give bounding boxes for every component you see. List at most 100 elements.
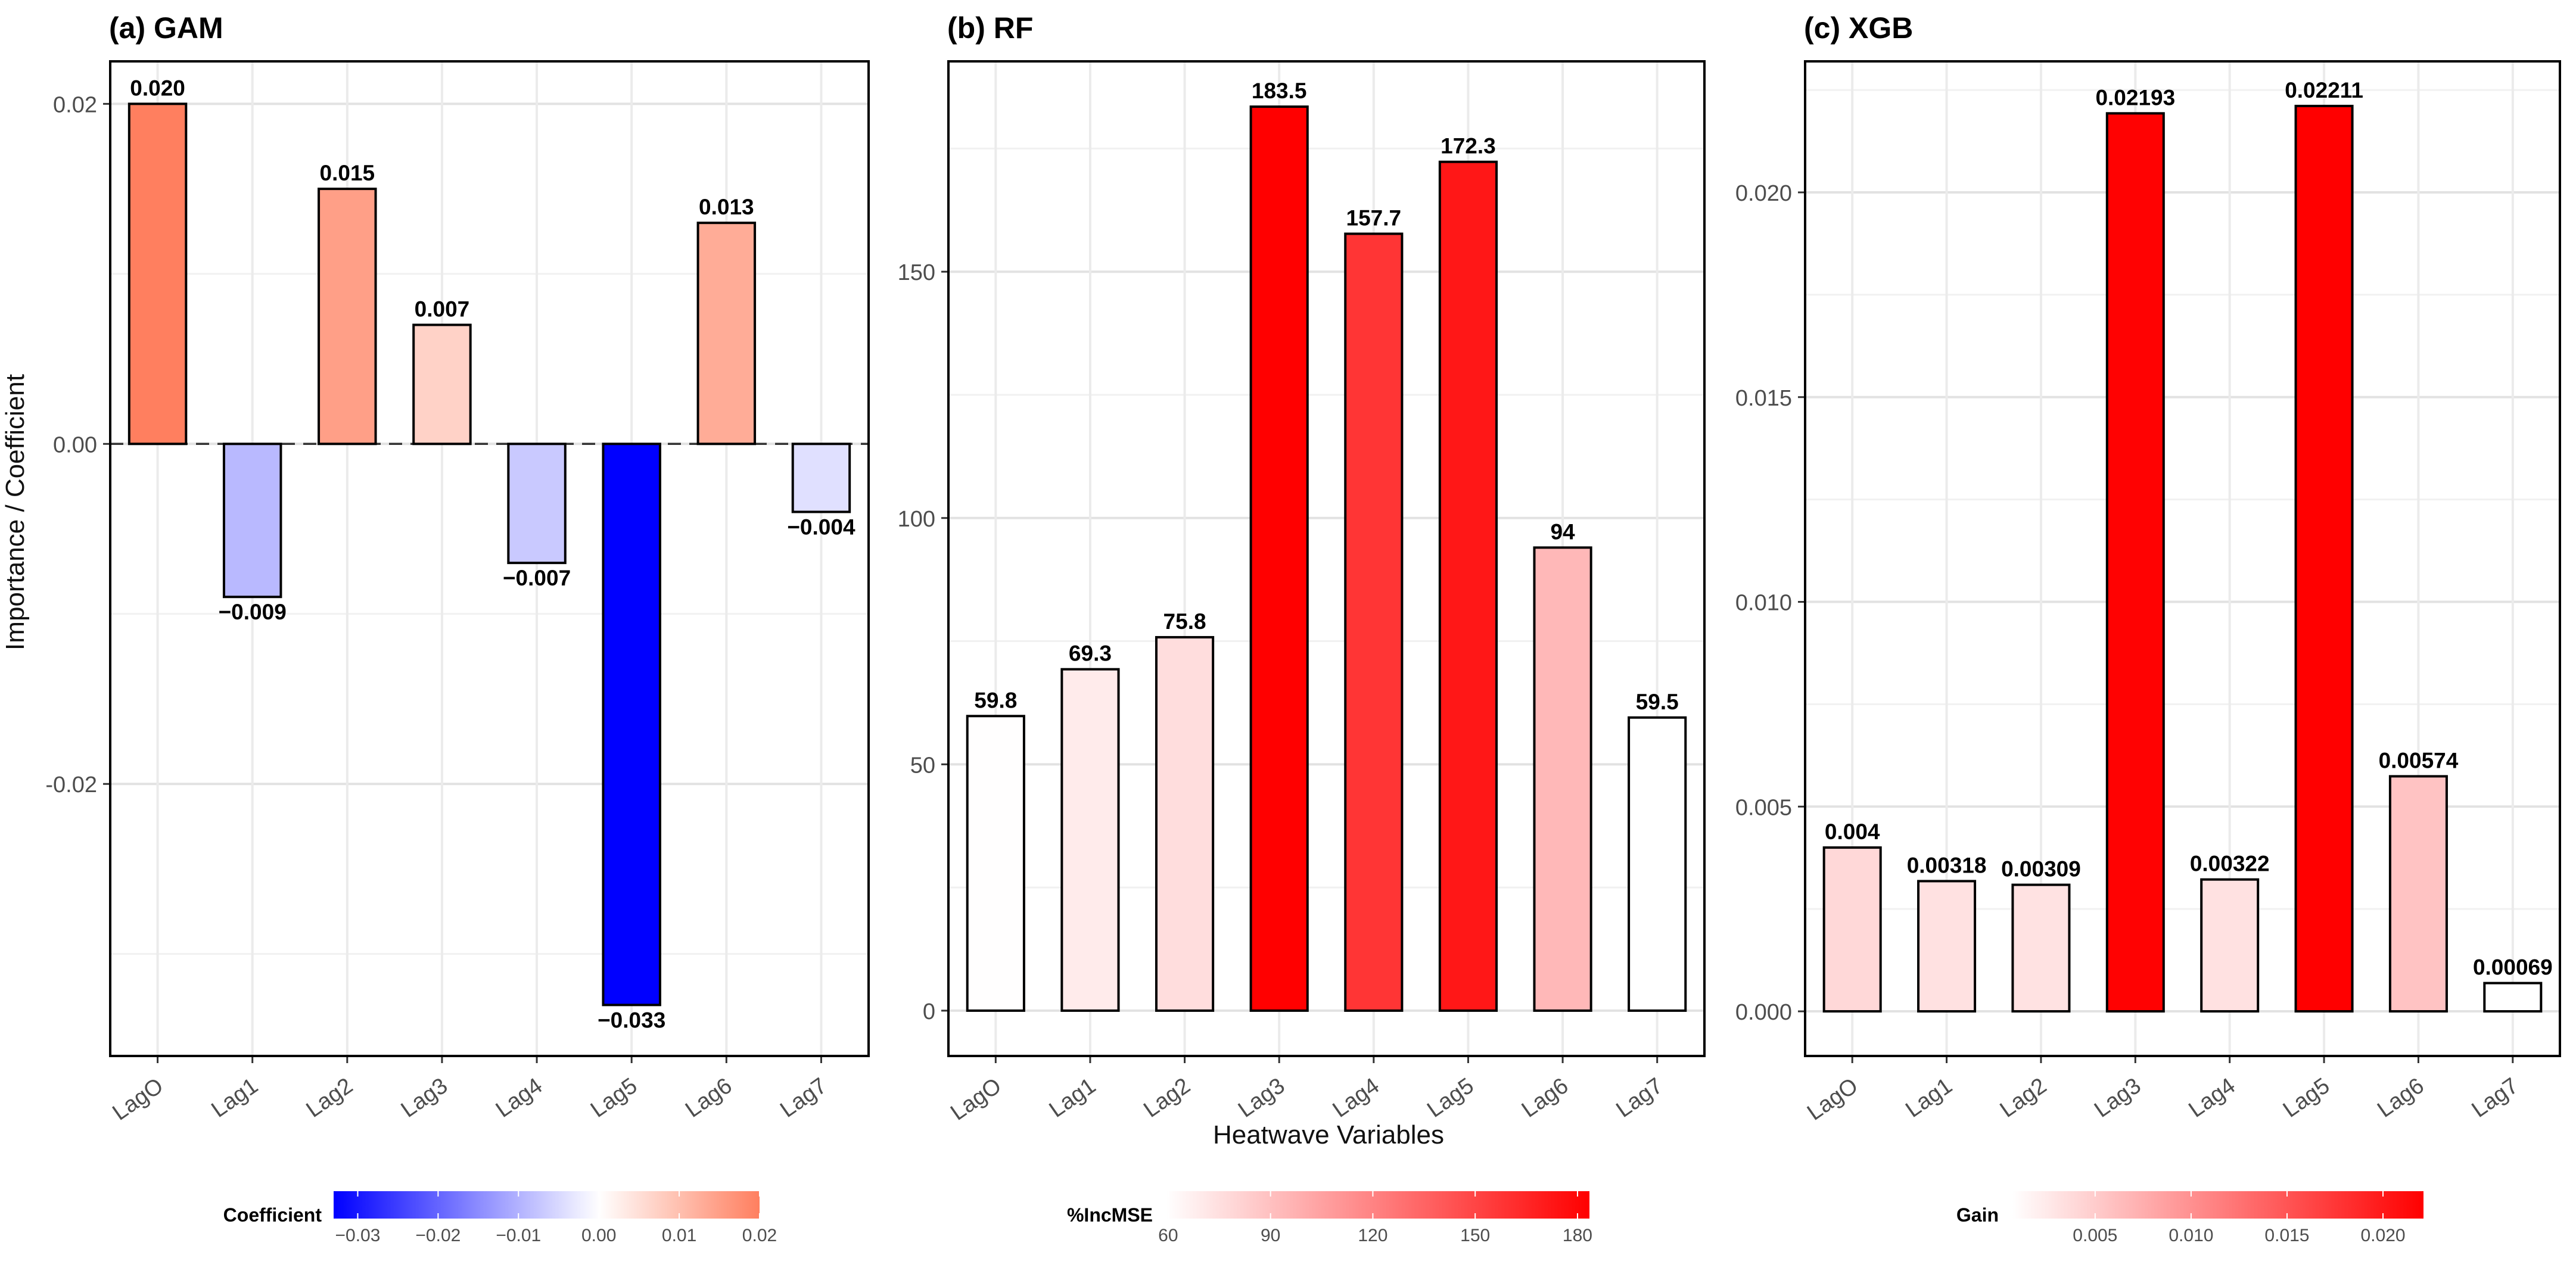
bar-lag1 (1917, 880, 1977, 1013)
data-label: 94 (1550, 519, 1575, 544)
data-label: 0.00574 (2379, 748, 2459, 772)
bar-lag7 (1628, 716, 1687, 1012)
data-label: 0.00322 (2190, 852, 2270, 876)
panel-title: (b) RF (947, 11, 1033, 45)
bar-lago (1822, 846, 1882, 1013)
bar-lag5 (2294, 104, 2354, 1013)
colorbar (334, 1191, 760, 1219)
x-tick-label: Lag3 (2090, 1073, 2145, 1123)
y-tick-label: -0.02 (45, 772, 97, 797)
x-tick-label: Lag7 (1612, 1073, 1667, 1123)
bar-lag4 (507, 443, 567, 565)
data-label: 0.015 (320, 161, 375, 185)
data-label: 0.02211 (2285, 78, 2363, 102)
x-tick-label: Lag2 (1139, 1073, 1194, 1123)
panel-title: (c) XGB (1804, 11, 1913, 45)
legend-tick-label: 120 (1358, 1226, 1387, 1245)
legend-tick-label: 90 (1261, 1226, 1280, 1245)
y-tick-label: 0.005 (1735, 795, 1792, 820)
bar-lag2 (318, 188, 377, 445)
legend-tick-label: 0.02 (742, 1226, 777, 1245)
y-tick-label: 150 (898, 260, 935, 285)
x-tick-label: Lag7 (2468, 1073, 2523, 1123)
bar-lago (127, 102, 188, 445)
data-label: 0.02193 (2095, 85, 2175, 110)
x-tick-label: Lag6 (2373, 1073, 2428, 1123)
x-tick-label: Lag5 (1423, 1073, 1478, 1123)
legend-tick-label: −0.02 (415, 1226, 461, 1245)
legend-title: Gain (1956, 1204, 1999, 1226)
data-label: 59.5 (1636, 690, 1679, 714)
bar-lag6 (1533, 546, 1592, 1012)
y-tick-label: 100 (898, 507, 935, 532)
x-tick-label: Lag4 (1329, 1073, 1384, 1123)
colorbar-legend: %IncMSE 60 90 120 150 180 (1067, 1191, 1592, 1245)
colorbar (2012, 1191, 2423, 1219)
bar-lag3 (412, 323, 472, 445)
data-label: 0.00069 (2473, 955, 2553, 980)
bar-lago (966, 715, 1025, 1012)
x-tick-label: Lag3 (1234, 1073, 1289, 1123)
bar-lag2 (1155, 635, 1215, 1012)
legend-tick-label: 150 (1460, 1226, 1490, 1245)
y-tick-label: 0 (923, 999, 935, 1024)
x-tick-label: Lag2 (1996, 1073, 2051, 1123)
legend-tick-label: −0.03 (335, 1226, 381, 1245)
x-tick-label: LagO (108, 1073, 167, 1126)
data-label: −0.004 (787, 515, 855, 539)
data-label: −0.009 (219, 600, 287, 624)
bar-lag6 (696, 222, 757, 445)
x-tick-label: Lag1 (207, 1073, 263, 1123)
x-tick-label: Lag4 (2185, 1073, 2240, 1123)
y-axis-label: Importance / Coefficient (1, 374, 30, 650)
legend-tick-label: 0.010 (2169, 1226, 2213, 1245)
panel-title: (a) GAM (109, 11, 223, 45)
bar-lag6 (2388, 775, 2448, 1013)
data-label: 157.7 (1346, 205, 1402, 230)
data-label: 75.8 (1163, 609, 1206, 634)
x-tick-label: Lag3 (397, 1073, 452, 1123)
bar-lag2 (2011, 883, 2071, 1013)
bar-lag7 (2483, 982, 2543, 1013)
data-label: −0.033 (598, 1008, 665, 1032)
colorbar-legend: Gain 0.005 0.010 0.015 0.020 (1956, 1191, 2423, 1245)
legend-tick-label: 0.005 (2073, 1226, 2117, 1245)
data-label: 183.5 (1252, 79, 1307, 103)
x-tick-label: Lag6 (1517, 1073, 1573, 1123)
x-tick-label: Lag6 (681, 1073, 736, 1123)
bar-lag1 (222, 443, 282, 599)
x-tick-label: Lag4 (491, 1073, 547, 1123)
colorbar (1166, 1191, 1589, 1219)
x-tick-label: Lag2 (302, 1073, 357, 1123)
panel-3: 0.000 0.005 0.010 0.015 0.020 0.004 0.00318 0.0… (1735, 11, 2561, 1245)
data-label: 0.007 (415, 297, 470, 321)
x-tick-label: Lag5 (586, 1073, 642, 1123)
panel-border (1804, 60, 2561, 1057)
data-label: 172.3 (1441, 134, 1496, 158)
x-tick-label: LagO (1803, 1073, 1862, 1126)
panel-border (109, 60, 870, 1057)
legend-title: %IncMSE (1067, 1204, 1153, 1226)
legend-tick-label: −0.01 (496, 1226, 541, 1245)
bar-lag4 (2200, 878, 2260, 1013)
y-tick-label: 0.00 (53, 432, 97, 457)
bar-lag4 (1344, 232, 1404, 1012)
data-label: 0.004 (1825, 820, 1880, 844)
legend-tick-label: 0.020 (2360, 1226, 2405, 1245)
bar-lag7 (791, 443, 851, 513)
x-tick-label: Lag1 (1901, 1073, 1956, 1123)
colorbar-legend: Coefficient −0.03 −0.02 −0.01 0.00 0.01 0.02 (223, 1191, 777, 1245)
x-tick-label: LagO (946, 1073, 1006, 1126)
bar-lag5 (1438, 160, 1498, 1012)
bar-lag5 (602, 443, 661, 1007)
bar-lag3 (2105, 112, 2165, 1013)
data-label: 0.00318 (1907, 853, 1987, 877)
y-tick-label: 0.000 (1735, 1000, 1792, 1025)
x-tick-label: Lag7 (776, 1073, 831, 1123)
x-tick-label: Lag5 (2279, 1073, 2334, 1123)
y-tick-label: 0.015 (1735, 386, 1792, 411)
panel-2: 0 50 100 150 59.8 69.3 75.8 183.5 157.7 172.3 94 59… (898, 11, 1706, 1245)
data-label: −0.007 (503, 566, 571, 590)
panel-1: -0.02 0.00 0.02 0.020 −0.009 0.015 0.007 −0.007… (45, 11, 870, 1245)
